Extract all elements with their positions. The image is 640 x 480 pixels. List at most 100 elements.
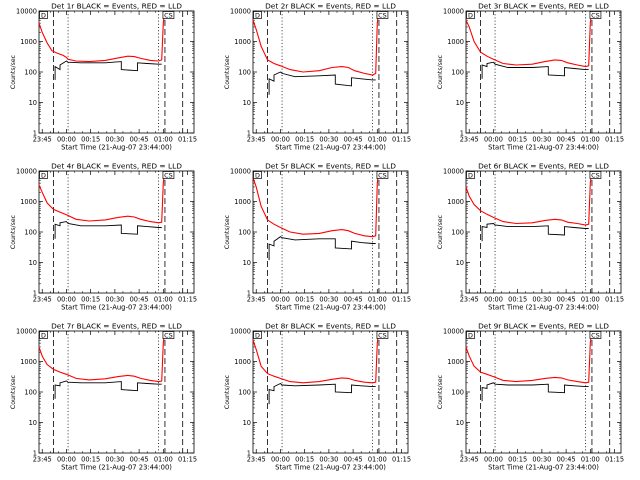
panel-8-corner-box-right xyxy=(376,331,389,339)
panel-3-xtick-label-3: 00:15 xyxy=(508,136,527,144)
panel-4-corner-label-right: CS xyxy=(164,171,173,179)
panel-1-ytick-label-5: 10000 xyxy=(16,8,37,16)
panel-5-xtick-label-7: 01:15 xyxy=(392,296,411,304)
panel-3-corner-label-left: D xyxy=(468,11,473,19)
panel-6-corner-label-left: D xyxy=(468,171,473,179)
panel-8-xtick-label-3: 00:15 xyxy=(295,456,314,464)
panel-4-ytick-label-5: 10000 xyxy=(16,168,37,176)
panel-2-ytick-label-2: 10 xyxy=(243,99,251,107)
panel-8-corner-label-right: CS xyxy=(378,331,387,339)
panel-6-xtick-label-2: 00:00 xyxy=(484,296,503,304)
panel-2-xtick-label-1: 23:45 xyxy=(247,136,266,144)
panel-3-series-events xyxy=(481,61,589,79)
panel-6-ytick-label-3: 100 xyxy=(451,229,464,237)
panel-2-xtick-label-6: 01:00 xyxy=(368,136,387,144)
panel-8-ytick-label-5: 10000 xyxy=(230,328,251,336)
panel-6-ytick-label-5: 10000 xyxy=(443,168,464,176)
panel-7-xtick-label-3: 00:15 xyxy=(81,456,100,464)
panel-4-ytick-label-4: 1000 xyxy=(20,198,37,206)
panel-4-xlabel: Start Time (21-Aug-07 23:44:00) xyxy=(61,304,172,312)
panel-7-series-events xyxy=(54,380,162,399)
panel-2-corner-label-left: D xyxy=(255,11,260,19)
panel-9-title: Det 9r BLACK = Events, RED = LLD xyxy=(478,322,609,331)
panel-1-title: Det 1r BLACK = Events, RED = LLD xyxy=(51,2,182,11)
panel-3-xlabel: Start Time (21-Aug-07 23:44:00) xyxy=(488,144,599,152)
panel-1-xtick-label-2: 00:00 xyxy=(57,136,76,144)
panel-7-xtick-label-2: 00:00 xyxy=(57,456,76,464)
panel-5-ytick-label-2: 10 xyxy=(243,259,251,267)
panel-5-xtick-label-1: 23:45 xyxy=(247,296,266,304)
panel-8-xlabel: Start Time (21-Aug-07 23:44:00) xyxy=(275,464,386,472)
panel-8-ytick-label-1: 1 xyxy=(247,450,251,458)
panel-3-title: Det 3r BLACK = Events, RED = LLD xyxy=(478,2,609,11)
panel-8-xtick-label-4: 00:30 xyxy=(319,456,338,464)
panel-9-xtick-label-7: 01:15 xyxy=(605,456,624,464)
panel-9-series-lld xyxy=(465,330,593,384)
panel-2-corner-label-right: CS xyxy=(378,11,387,19)
panel-6-corner-box-right xyxy=(589,171,602,179)
panel-6-xtick-label-4: 00:30 xyxy=(532,296,551,304)
panel-2-ytick-label-5: 10000 xyxy=(230,8,251,16)
panel-4-xtick-label-6: 01:00 xyxy=(154,296,173,304)
panel-8-corner-label-left: D xyxy=(255,331,260,339)
panel-4-ylabel: Counts/sec xyxy=(10,214,17,249)
panel-4-corner-box-right xyxy=(162,171,175,179)
panel-3-corner-box-right xyxy=(589,11,602,19)
panel-9-xtick-label-1: 23:45 xyxy=(460,456,479,464)
panel-7-corner-box-right xyxy=(162,331,175,339)
panel-3-ytick-label-4: 1000 xyxy=(447,38,464,46)
panel-4-xtick-label-1: 23:45 xyxy=(33,296,52,304)
panel-7-ylabel: Counts/sec xyxy=(10,374,17,409)
panel-5-series-events xyxy=(268,236,376,261)
panel-6-ytick-label-1: 1 xyxy=(460,290,464,298)
panel-5-ytick-label-3: 100 xyxy=(238,229,251,237)
panel-9-corner-label-right: CS xyxy=(591,331,600,339)
panel-3-corner-box-left xyxy=(466,11,475,19)
panel-7-xtick-label-4: 00:30 xyxy=(105,456,124,464)
panel-6-xlabel: Start Time (21-Aug-07 23:44:00) xyxy=(488,304,599,312)
panel-5-corner-box-right xyxy=(376,171,389,179)
panel-6-xtick-label-1: 23:45 xyxy=(460,296,479,304)
panel-9-xtick-label-4: 00:30 xyxy=(532,456,551,464)
panel-1-xtick-label-3: 00:15 xyxy=(81,136,100,144)
panel-6-ytick-label-4: 1000 xyxy=(447,198,464,206)
panel-1-ytick-label-2: 10 xyxy=(29,99,37,107)
panel-3-ytick-label-2: 10 xyxy=(456,99,464,107)
panel-7-corner-label-right: CS xyxy=(164,331,173,339)
panel-7-xtick-label-7: 01:15 xyxy=(178,456,197,464)
panel-5-corner-label-left: D xyxy=(255,171,260,179)
panel-1-corner-box-left xyxy=(39,11,48,19)
panel-7-title: Det 7r BLACK = Events, RED = LLD xyxy=(51,322,182,331)
panel-2-xtick-label-2: 00:00 xyxy=(271,136,290,144)
panel-4-xtick-label-4: 00:30 xyxy=(105,296,124,304)
panel-2-xtick-label-4: 00:30 xyxy=(319,136,338,144)
panel-5-ylabel: Counts/sec xyxy=(224,214,231,249)
panel-3-xtick-label-7: 01:15 xyxy=(605,136,624,144)
panel-8-title: Det 8r BLACK = Events, RED = LLD xyxy=(265,322,396,331)
panel-7-series-lld xyxy=(38,330,166,383)
panel-6-xtick-label-5: 00:45 xyxy=(557,296,576,304)
panel-3-corner-label-right: CS xyxy=(591,11,600,19)
panel-6-corner-box-left xyxy=(466,171,475,179)
panel-6-ytick-label-2: 10 xyxy=(456,259,464,267)
panel-5-xlabel: Start Time (21-Aug-07 23:44:00) xyxy=(275,304,386,312)
panel-9-series-events xyxy=(481,382,589,402)
panel-9-xtick-label-2: 00:00 xyxy=(484,456,503,464)
panel-6-xtick-label-7: 01:15 xyxy=(605,296,624,304)
panel-8-corner-box-left xyxy=(253,331,262,339)
panel-5-xtick-label-4: 00:30 xyxy=(319,296,338,304)
panel-8-xtick-label-5: 00:45 xyxy=(344,456,363,464)
panel-7-ytick-label-4: 1000 xyxy=(20,358,37,366)
panel-5-series-lld xyxy=(252,170,380,238)
panel-2-xtick-label-3: 00:15 xyxy=(295,136,314,144)
panel-5-xtick-label-2: 00:00 xyxy=(271,296,290,304)
panel-3-xtick-label-4: 00:30 xyxy=(532,136,551,144)
panel-8-xtick-label-7: 01:15 xyxy=(392,456,411,464)
panel-5-corner-box-left xyxy=(253,171,262,179)
panel-6-ylabel: Counts/sec xyxy=(437,214,444,249)
panel-4-title: Det 4r BLACK = Events, RED = LLD xyxy=(51,162,182,171)
panel-5-xtick-label-6: 01:00 xyxy=(368,296,387,304)
panel-5-xtick-label-3: 00:15 xyxy=(295,296,314,304)
panel-2-ytick-label-4: 1000 xyxy=(234,38,251,46)
panel-4-xtick-label-5: 00:45 xyxy=(130,296,149,304)
